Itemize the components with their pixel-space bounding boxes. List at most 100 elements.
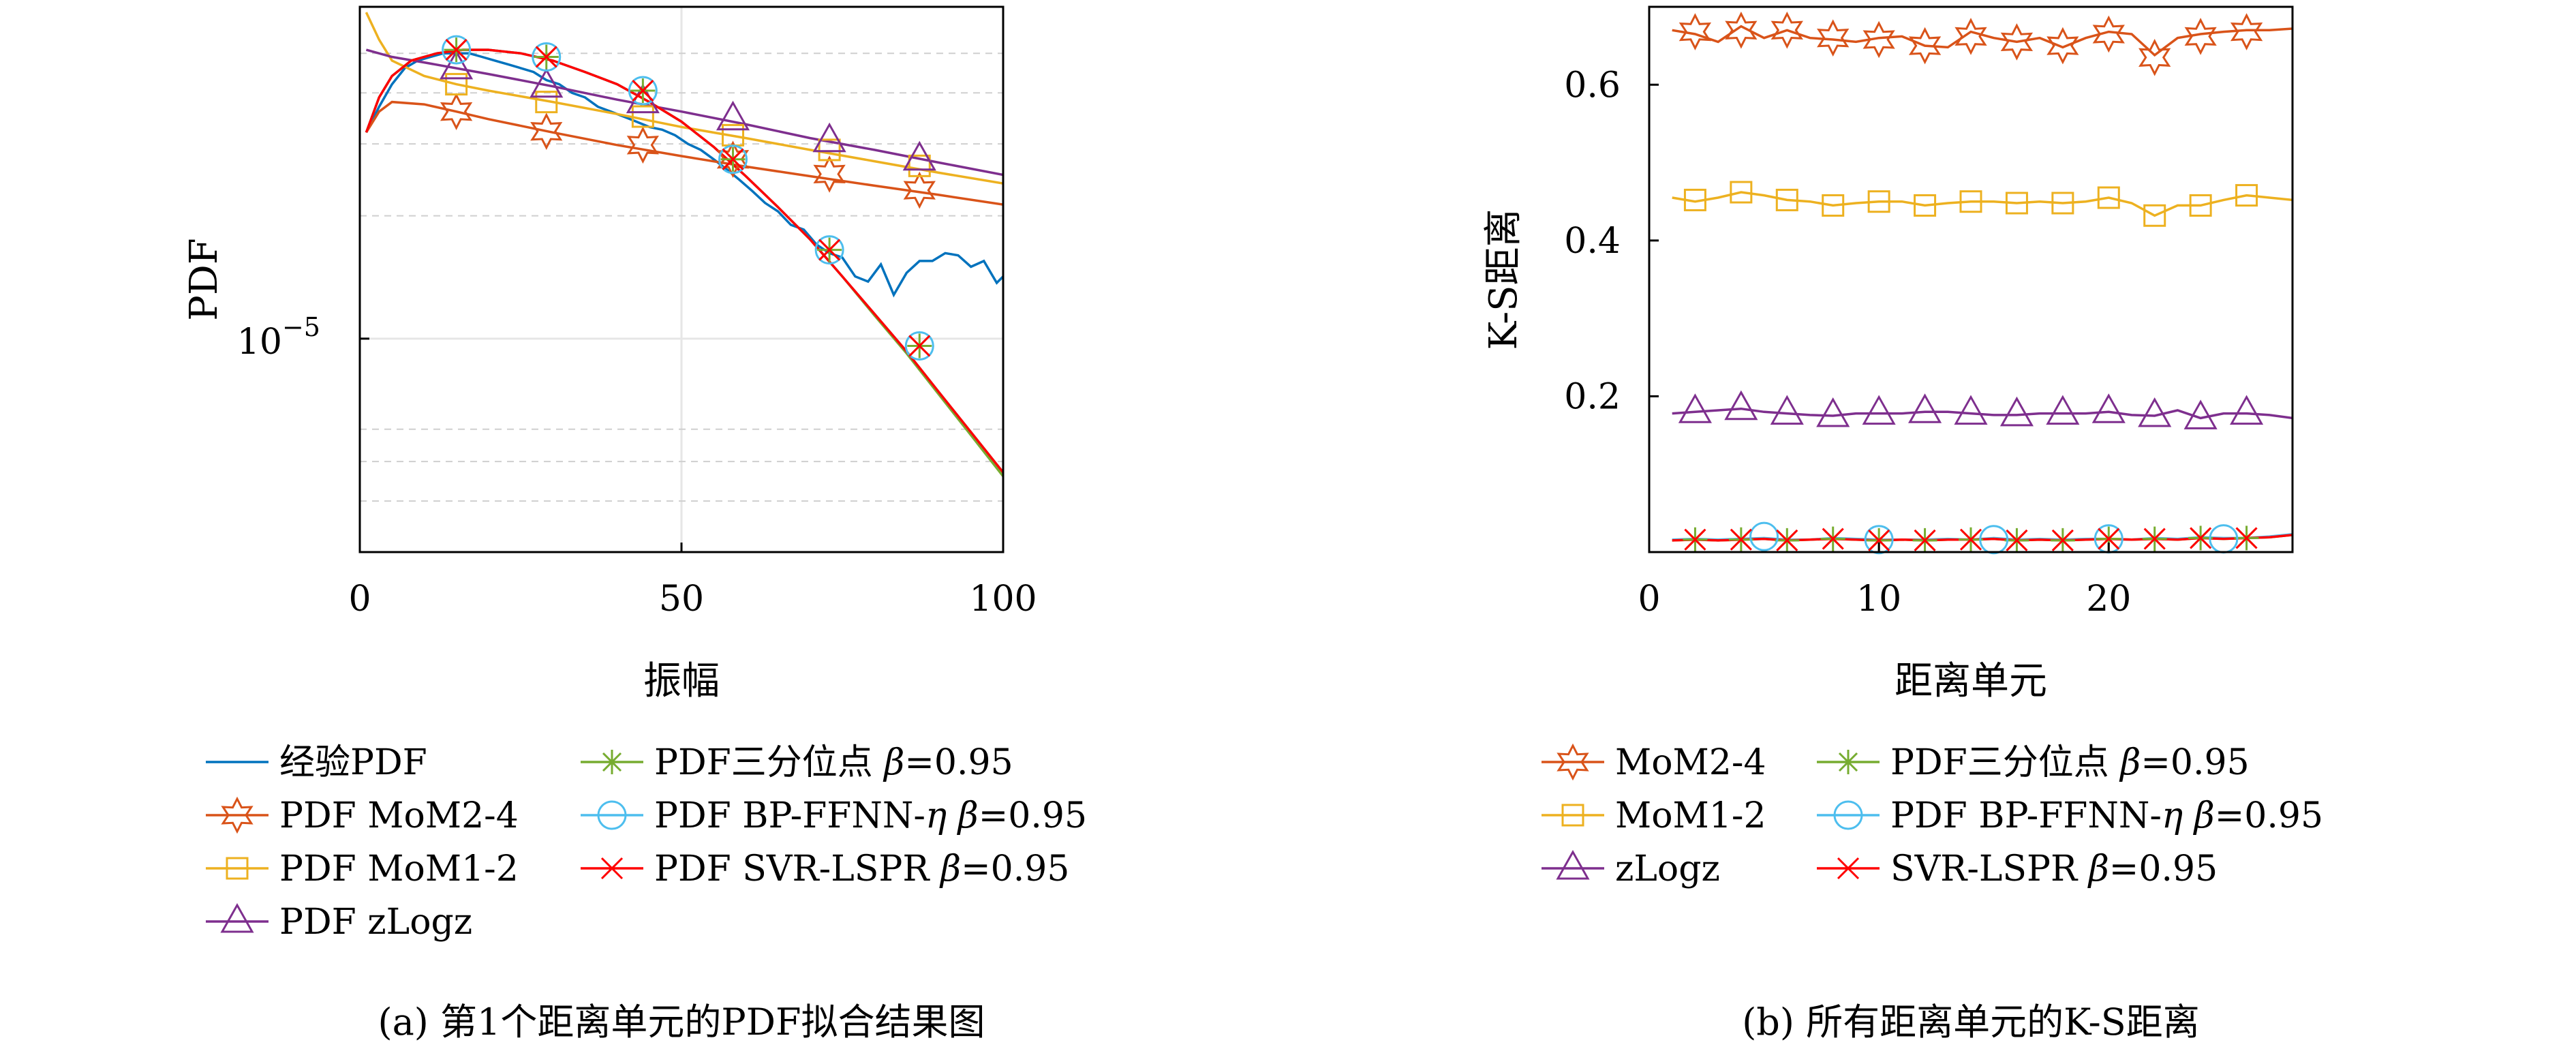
marker-svr <box>445 39 467 61</box>
marker-mom12 <box>1683 188 1706 211</box>
marker-mom24 <box>1817 19 1850 57</box>
series-line-mom12 <box>1672 191 2293 217</box>
marker-svr <box>2235 527 2258 549</box>
legend-label: 经验PDF <box>279 742 427 783</box>
chart-b-frame <box>1648 5 2294 553</box>
marker-mom12 <box>1914 194 1937 217</box>
chart-b-plot-area <box>1649 7 2293 552</box>
marker-svr <box>818 239 841 261</box>
chart-a-ticks: 0 50 100 10−5 <box>237 312 1037 620</box>
legend-label: PDF三分位点 β=0.95 <box>654 742 1013 783</box>
seriesA-markers <box>440 35 936 361</box>
marker-mom24 <box>903 171 936 209</box>
marker-mom12 <box>908 154 931 177</box>
legend-marker-zlogz <box>220 902 254 933</box>
chart-b-legend: MoM2-4 MoM1-2 zLogz PDF三分位点 β=0.95 PDF BP-FF… <box>1542 742 2323 889</box>
marker-zlogz <box>1816 397 1850 427</box>
chart-b-y-axis-label: K-S距离 <box>1482 209 1526 350</box>
legend-item: PDF MoM1-2 <box>206 849 519 889</box>
marker-bp <box>814 235 844 265</box>
marker-svr <box>535 46 557 68</box>
legend-label: PDF BP-FFNN-η β=0.95 <box>654 795 1087 836</box>
series-line-empirical <box>365 52 1003 298</box>
marker-svr <box>722 148 744 170</box>
marker-bp <box>904 331 934 361</box>
legend-label: PDF SVR-LSPR β=0.95 <box>654 849 1069 889</box>
marker-zlogz <box>2046 395 2080 425</box>
legend-item: PDF三分位点 β=0.95 <box>1817 742 2250 783</box>
legend-marker-bp <box>1833 800 1863 830</box>
marker-bp <box>628 76 658 106</box>
marker-zlogz <box>1724 390 1758 421</box>
legend-label: MoM1-2 <box>1615 795 1766 836</box>
chart-b-x-axis-label: 距离单元 <box>1895 659 2047 703</box>
marker-mom24 <box>813 155 846 193</box>
legend-item: 经验PDF <box>206 742 427 783</box>
legend-label: PDF zLogz <box>279 902 472 943</box>
legend-item: PDF BP-FFNN-η β=0.95 <box>1817 795 2323 836</box>
x-tick-label: 20 <box>2086 579 2131 620</box>
chart-b-series <box>1672 12 2293 555</box>
marker-mom12 <box>2005 192 2028 215</box>
chart-a-legend: 经验PDF PDF MoM2-4 PDF MoM1-2 PDF zLogz PDF三分位… <box>206 742 1087 943</box>
marker-zlogz <box>1999 396 2034 427</box>
chart-a: 0 50 100 10−5 PDF 振幅 经验PDF PDF MoM2-4 PDF MoM… <box>182 5 1087 1044</box>
marker-svr <box>1730 528 1752 551</box>
marker-mom24 <box>1862 20 1895 59</box>
series-line-mom12 <box>365 12 1003 185</box>
legend-marker-mom24 <box>1557 743 1589 781</box>
marker-mom12 <box>2097 186 2120 209</box>
marker-zlogz <box>812 122 846 153</box>
marker-mom12 <box>1959 190 1982 213</box>
marker-mom12 <box>1775 188 1798 211</box>
marker-svr <box>1868 529 1890 551</box>
marker-svr <box>1776 529 1798 551</box>
marker-mom24 <box>2138 39 2171 76</box>
x-tick-label: 0 <box>1638 579 1660 620</box>
marker-svr <box>2098 528 2120 550</box>
marker-bp <box>532 42 562 72</box>
y-tick-label: 0.6 <box>1564 65 1621 106</box>
legend-item: SVR-LSPR β=0.95 <box>1817 849 2218 889</box>
marker-zlogz <box>2138 397 2172 427</box>
marker-bp <box>1864 525 1894 555</box>
legend-item: zLogz <box>1542 849 1720 889</box>
legend-item: PDF zLogz <box>206 902 472 943</box>
marker-zlogz <box>1678 393 1712 423</box>
legend-marker-tri <box>1836 750 1860 774</box>
marker-mom12 <box>1822 194 1845 217</box>
marker-mom24 <box>716 140 750 178</box>
chart-b-ticks: 0 10 20 0.2 0.4 0.6 <box>1564 65 2131 620</box>
chart-a-series <box>365 12 1003 477</box>
marker-mom12 <box>445 73 468 96</box>
marker-svr <box>1822 528 1844 550</box>
marker-zlogz <box>1954 395 1988 425</box>
marker-mom24 <box>1725 12 1758 49</box>
marker-zlogz <box>716 100 750 131</box>
chart-b: 0 10 20 0.2 0.4 0.6 K-S距离 距离单元 MoM2-4 MoM1-2 zL… <box>1482 5 2323 1044</box>
marker-svr <box>632 79 654 102</box>
marker-zlogz <box>2091 393 2126 423</box>
x-tick-label: 0 <box>348 579 371 620</box>
marker-mom12 <box>2143 204 2166 227</box>
legend-item: PDF BP-FFNN-η β=0.95 <box>581 795 1087 836</box>
legend-label: MoM2-4 <box>1615 742 1766 783</box>
marker-mom12 <box>818 138 841 162</box>
marker-mom12 <box>2235 184 2258 207</box>
legend-marker-svr <box>600 857 624 880</box>
marker-svr <box>1959 528 1982 551</box>
legend-label: PDF BP-FFNN-η β=0.95 <box>1890 795 2323 836</box>
chart-a-y-axis-label: PDF <box>182 238 226 320</box>
legend-marker-mom24 <box>221 796 254 834</box>
marker-mom24 <box>2092 15 2125 53</box>
legend-item: MoM2-4 <box>1542 742 1766 783</box>
marker-svr <box>2190 527 2212 549</box>
marker-mom24 <box>1908 27 1942 65</box>
marker-svr <box>2143 528 2166 550</box>
legend-label: PDF MoM2-4 <box>279 795 519 836</box>
x-tick-label: 50 <box>659 579 704 620</box>
marker-mom24 <box>2230 13 2263 50</box>
marker-zlogz <box>1862 395 1896 425</box>
marker-mom24 <box>626 126 659 164</box>
legend-marker-mom12 <box>1561 804 1584 827</box>
